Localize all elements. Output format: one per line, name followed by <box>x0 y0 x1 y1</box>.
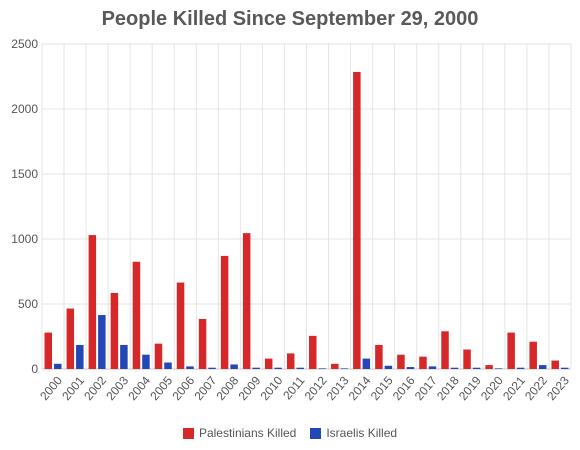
y-tick-label: 0 <box>31 362 38 376</box>
x-tick-label: 2004 <box>125 373 153 403</box>
bar-palestinians-2004[interactable] <box>132 261 141 369</box>
bar-israelis-2011[interactable] <box>296 367 304 369</box>
bar-palestinians-2008[interactable] <box>220 255 229 369</box>
bar-israelis-2000[interactable] <box>54 363 62 369</box>
bar-israelis-2020[interactable] <box>494 368 503 369</box>
bar-palestinians-2001[interactable] <box>66 308 75 369</box>
bar-palestinians-2010[interactable] <box>264 358 273 369</box>
legend-swatch-palestinians <box>182 427 194 439</box>
x-tick-label: 2016 <box>390 373 418 403</box>
bar-israelis-2017[interactable] <box>428 366 437 369</box>
legend-swatch-israelis <box>310 427 322 439</box>
x-tick-label: 2013 <box>324 373 352 403</box>
bar-palestinians-2021[interactable] <box>507 332 515 369</box>
bar-palestinians-2016[interactable] <box>397 354 405 369</box>
bar-palestinians-2005[interactable] <box>154 343 163 369</box>
bar-israelis-2022[interactable] <box>538 365 547 369</box>
y-tick-label: 2500 <box>11 37 38 51</box>
bar-palestinians-2007[interactable] <box>198 318 207 369</box>
bar-palestinians-2003[interactable] <box>110 292 119 369</box>
x-tick-label: 2015 <box>368 373 396 403</box>
x-tick-label: 2022 <box>522 373 550 403</box>
legend-label-palestinians: Palestinians Killed <box>198 426 297 440</box>
x-tick-label: 2019 <box>456 373 484 403</box>
bar-israelis-2023[interactable] <box>560 367 569 369</box>
bar-palestinians-2022[interactable] <box>529 341 537 369</box>
bar-israelis-2013[interactable] <box>340 368 349 369</box>
legend-item-palestinians[interactable]: Palestinians Killed <box>182 426 297 440</box>
x-tick-label: 2023 <box>544 373 572 403</box>
bar-israelis-2010[interactable] <box>274 367 282 369</box>
bar-israelis-2004[interactable] <box>142 354 150 369</box>
bar-palestinians-2019[interactable] <box>463 349 471 370</box>
bar-israelis-2021[interactable] <box>516 367 525 369</box>
bar-israelis-2012[interactable] <box>318 368 327 369</box>
bar-israelis-2006[interactable] <box>186 366 194 369</box>
bar-israelis-2009[interactable] <box>252 367 260 369</box>
x-tick-label: 2001 <box>59 373 87 403</box>
bar-israelis-2008[interactable] <box>230 364 238 369</box>
bar-palestinians-2014[interactable] <box>353 71 361 369</box>
x-tick-label: 2014 <box>346 373 374 403</box>
x-tick-label: 2008 <box>214 373 242 403</box>
bar-israelis-2002[interactable] <box>98 315 106 369</box>
bar-israelis-2005[interactable] <box>164 362 172 370</box>
x-tick-label: 2020 <box>478 373 506 403</box>
x-tick-label: 2012 <box>302 373 330 403</box>
bar-palestinians-2013[interactable] <box>331 363 339 369</box>
bar-israelis-2016[interactable] <box>406 367 415 369</box>
legend: Palestinians Killed Israelis Killed <box>0 426 580 440</box>
bar-israelis-2001[interactable] <box>76 344 84 369</box>
x-tick-label: 2021 <box>500 373 528 403</box>
bar-palestinians-2020[interactable] <box>485 365 493 369</box>
x-tick-label: 2002 <box>81 373 109 403</box>
bar-israelis-2003[interactable] <box>120 344 128 369</box>
legend-label-israelis: Israelis Killed <box>326 426 398 440</box>
bar-israelis-2014[interactable] <box>362 358 371 369</box>
bar-palestinians-2012[interactable] <box>309 335 317 369</box>
x-tick-label: 2011 <box>280 373 308 402</box>
grid-lines <box>41 43 572 370</box>
legend-item-israelis[interactable]: Israelis Killed <box>310 426 397 440</box>
x-tick-label: 2007 <box>191 373 219 403</box>
bar-palestinians-2002[interactable] <box>88 235 97 369</box>
y-axis-tick-labels: 0 500 1000 1500 2000 2500 <box>11 37 38 376</box>
x-tick-label: 2000 <box>37 373 65 403</box>
x-tick-label: 2005 <box>147 373 175 403</box>
x-tick-label: 2003 <box>103 373 131 403</box>
bar-israelis-2007[interactable] <box>208 367 216 369</box>
bar-palestinians-2000[interactable] <box>44 332 53 369</box>
bar-palestinians-2011[interactable] <box>286 353 295 369</box>
bar-palestinians-2015[interactable] <box>375 344 383 369</box>
bar-israelis-2015[interactable] <box>384 365 393 369</box>
bar-palestinians-2006[interactable] <box>176 282 185 369</box>
y-tick-label: 500 <box>18 297 38 311</box>
y-tick-label: 1500 <box>11 167 38 181</box>
bars <box>44 71 569 370</box>
x-axis-tick-labels: 2000200120022003200420052006200720082009… <box>37 373 572 403</box>
bar-palestinians-2009[interactable] <box>242 233 251 369</box>
y-tick-label: 2000 <box>11 102 38 116</box>
y-tick-label: 1000 <box>11 232 38 246</box>
bar-israelis-2019[interactable] <box>472 367 481 369</box>
x-tick-label: 2017 <box>412 373 440 403</box>
bar-palestinians-2023[interactable] <box>551 360 559 369</box>
bar-israelis-2018[interactable] <box>450 367 459 369</box>
x-tick-label: 2018 <box>434 373 462 403</box>
x-tick-label: 2009 <box>236 373 264 403</box>
x-tick-label: 2010 <box>258 373 286 403</box>
bar-palestinians-2018[interactable] <box>441 331 449 369</box>
bar-palestinians-2017[interactable] <box>419 356 427 369</box>
x-tick-label: 2006 <box>169 373 197 403</box>
chart-title: People Killed Since September 29, 2000 <box>101 8 479 30</box>
